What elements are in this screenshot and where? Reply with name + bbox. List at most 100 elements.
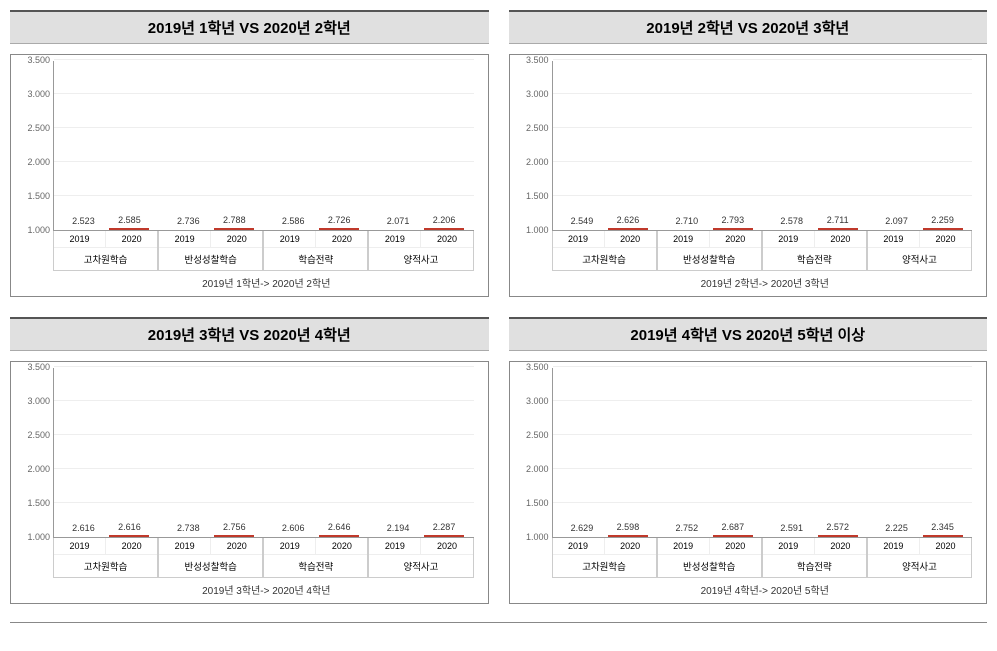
y-tick-label: 3.000: [519, 396, 549, 406]
bar-value-label: 2.591: [780, 523, 803, 533]
x-group: 20192020고차원학습: [53, 231, 158, 271]
x-year-label: 2020: [605, 538, 656, 555]
x-year-label: 2020: [106, 231, 157, 248]
y-tick-label: 2.500: [519, 430, 549, 440]
x-year-label: 2019: [159, 538, 211, 555]
x-year-label: 2019: [54, 538, 106, 555]
bar-value-label: 2.738: [177, 523, 200, 533]
bar-2020: 2.626: [608, 228, 648, 230]
x-group: 20192020학습전략: [762, 538, 867, 578]
x-year-label: 2019: [763, 231, 815, 248]
x-category-label: 양적사고: [868, 555, 971, 577]
x-year-label: 2020: [421, 231, 472, 248]
bar-2020: 2.572: [818, 535, 858, 537]
bars-row: 2.6292.5982.7522.6872.5912.5722.2252.345: [553, 368, 973, 537]
chart-box: 1.0001.5002.0002.5003.0003.5002.5232.585…: [10, 54, 489, 297]
x-year-label: 2019: [658, 538, 710, 555]
x-year-label: 2020: [421, 538, 472, 555]
bar-value-label: 2.788: [223, 215, 246, 225]
y-tick-label: 3.500: [20, 362, 50, 372]
x-axis: 20192020고차원학습20192020반성성찰학습20192020학습전략2…: [53, 231, 474, 271]
gridline: [553, 59, 973, 60]
bar-value-label: 2.586: [282, 216, 305, 226]
x-group: 20192020학습전략: [762, 231, 867, 271]
bar-value-label: 2.711: [827, 215, 849, 225]
x-year-label: 2020: [920, 231, 971, 248]
bar-group: 2.6162.616: [54, 535, 159, 537]
bar-value-label: 2.710: [676, 216, 699, 226]
x-axis: 20192020고차원학습20192020반성성찰학습20192020학습전략2…: [53, 538, 474, 578]
bar-group: 2.6292.598: [553, 535, 658, 537]
bar-value-label: 2.626: [617, 215, 640, 225]
bar-group: 2.1942.287: [369, 535, 474, 537]
x-category-label: 반성성찰학습: [159, 248, 262, 270]
y-tick-label: 1.500: [20, 498, 50, 508]
bar-value-label: 2.756: [223, 522, 246, 532]
gridline: [54, 366, 474, 367]
bar-value-label: 2.646: [328, 522, 351, 532]
bar-value-label: 2.687: [722, 522, 745, 532]
chart-plot: 1.0001.5002.0002.5003.0003.5002.5492.626…: [552, 61, 973, 231]
y-tick-label: 1.000: [519, 532, 549, 542]
y-tick-label: 1.000: [20, 532, 50, 542]
x-year-label: 2019: [868, 231, 920, 248]
x-group: 20192020양적사고: [867, 538, 972, 578]
x-group: 20192020양적사고: [368, 538, 473, 578]
bar-group: 2.0712.206: [369, 228, 474, 230]
chart-title: 2019년 2학년 VS 2020년 3학년: [509, 10, 988, 44]
bar-value-label: 2.606: [282, 523, 305, 533]
y-tick-label: 3.500: [519, 362, 549, 372]
bar-value-label: 2.206: [433, 215, 456, 225]
y-tick-label: 3.500: [519, 55, 549, 65]
bar-value-label: 2.578: [780, 216, 803, 226]
x-year-label: 2019: [369, 231, 421, 248]
x-year-label: 2019: [264, 231, 316, 248]
bars-row: 2.5232.5852.7362.7882.5862.7262.0712.206: [54, 61, 474, 230]
y-tick-label: 1.000: [519, 225, 549, 235]
x-category-label: 양적사고: [369, 248, 472, 270]
x-category-label: 반성성찰학습: [658, 555, 761, 577]
x-year-label: 2020: [920, 538, 971, 555]
x-year-label: 2019: [763, 538, 815, 555]
x-group: 20192020고차원학습: [552, 231, 657, 271]
y-tick-label: 1.500: [519, 191, 549, 201]
bar-value-label: 2.736: [177, 216, 200, 226]
chart-title: 2019년 1학년 VS 2020년 2학년: [10, 10, 489, 44]
x-group: 20192020고차원학습: [53, 538, 158, 578]
bar-value-label: 2.793: [722, 215, 745, 225]
x-year-label: 2020: [710, 538, 761, 555]
y-tick-label: 2.000: [519, 464, 549, 474]
x-category-label: 학습전략: [264, 248, 367, 270]
x-year-label: 2020: [815, 538, 866, 555]
x-category-label: 양적사고: [369, 555, 472, 577]
x-year-label: 2020: [211, 231, 262, 248]
x-year-label: 2020: [316, 231, 367, 248]
chart-title: 2019년 3학년 VS 2020년 4학년: [10, 317, 489, 351]
x-year-label: 2020: [316, 538, 367, 555]
chart-panel-0: 2019년 1학년 VS 2020년 2학년 1.0001.5002.0002.5…: [10, 10, 489, 297]
bar-2020: 2.788: [214, 228, 254, 230]
gridline: [54, 59, 474, 60]
bar-value-label: 2.523: [72, 216, 95, 226]
x-year-label: 2020: [605, 231, 656, 248]
gridline: [553, 366, 973, 367]
x-category-label: 고차원학습: [553, 248, 656, 270]
bar-value-label: 2.287: [433, 522, 456, 532]
x-year-label: 2019: [553, 538, 605, 555]
bar-group: 2.7522.687: [657, 535, 762, 537]
bar-2020: 2.646: [319, 535, 359, 537]
y-tick-label: 1.500: [519, 498, 549, 508]
y-tick-label: 3.000: [20, 396, 50, 406]
chart-panel-3: 2019년 4학년 VS 2020년 5학년 이상1.0001.5002.000…: [509, 317, 988, 604]
x-year-label: 2020: [106, 538, 157, 555]
chart-box: 1.000 1.500 2.000 2.500 3.000 3.500 2.6292.598…: [509, 361, 988, 604]
y-tick-label: 3.000: [20, 89, 50, 99]
chart-plot: 1.0001.5002.0002.5003.0003.5002.6292.598…: [552, 368, 973, 538]
bar-group: 2.7102.793: [657, 228, 762, 230]
x-year-label: 2020: [815, 231, 866, 248]
bar-2020: 2.598: [608, 535, 648, 537]
y-tick-label: 2.500: [20, 430, 50, 440]
bottom-rule: [10, 622, 987, 623]
y-tick-label: 1.000: [20, 225, 50, 235]
x-group: 20192020반성성찰학습: [158, 538, 263, 578]
